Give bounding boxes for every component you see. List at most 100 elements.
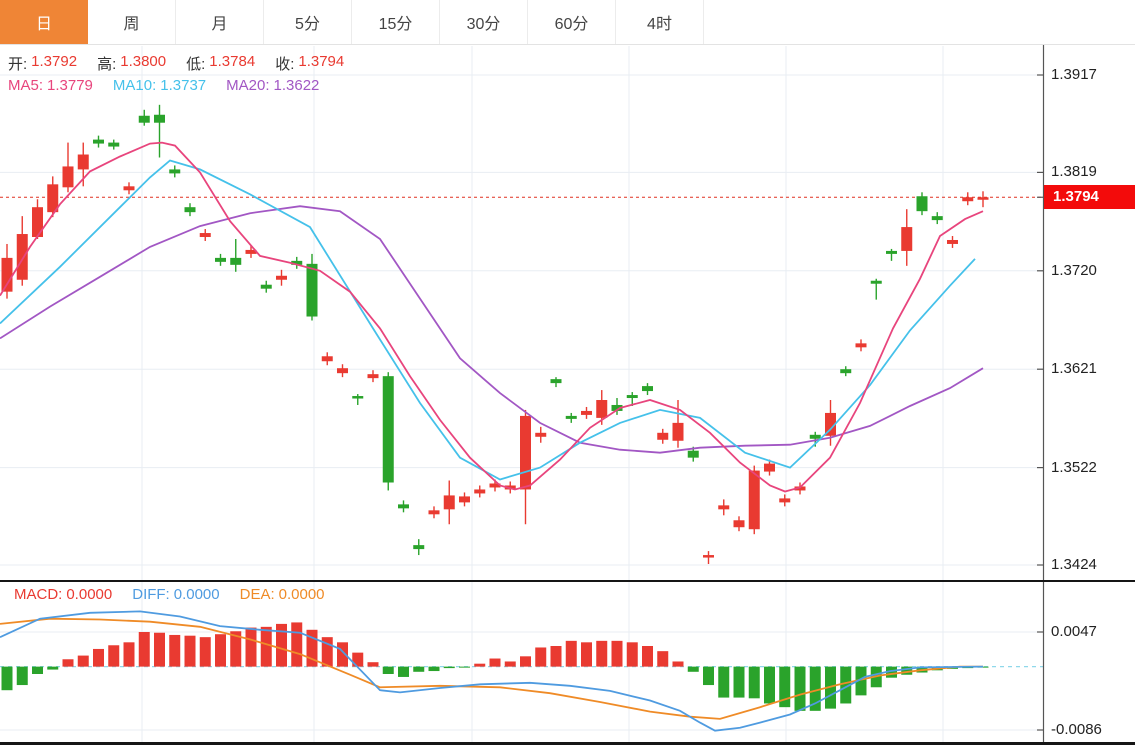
macd-bar	[764, 666, 775, 704]
tab-5分[interactable]: 5分	[264, 0, 352, 44]
macd-bar	[443, 666, 455, 669]
tab-15分[interactable]: 15分	[352, 0, 440, 44]
tab-60分[interactable]: 60分	[528, 0, 616, 44]
legend-label: 收:	[275, 56, 295, 73]
legend-label: MA5:	[8, 77, 44, 94]
candle-body	[596, 400, 608, 418]
legend-item: 低: 1.3784	[186, 53, 255, 74]
legend-value: 1.3784	[209, 53, 256, 70]
price-axis-label: 1.3621	[1051, 360, 1097, 378]
legend-label: 开:	[8, 56, 28, 73]
price-axis-label: 1.3819	[1051, 163, 1097, 181]
macd-bar	[657, 651, 669, 667]
candle-body	[825, 412, 836, 436]
candle-body	[962, 197, 974, 202]
candle-body	[199, 233, 211, 238]
diff-line	[0, 610, 984, 732]
candle-body	[489, 483, 501, 488]
candle-body	[77, 154, 89, 170]
macd-bar	[550, 646, 562, 667]
macd-bar	[733, 666, 745, 698]
macd-bar	[260, 626, 272, 667]
candle-body	[230, 257, 242, 265]
candle-body	[870, 280, 882, 284]
candle-body	[398, 504, 409, 509]
candle-body	[474, 489, 486, 494]
candle-body	[154, 114, 165, 123]
legend-item: MA5: 1.3779	[8, 77, 93, 94]
candle-body	[611, 404, 623, 411]
tab-月[interactable]: 月	[176, 0, 264, 44]
candle-body	[443, 495, 455, 510]
macd-bar	[565, 640, 577, 667]
macd-bar	[77, 655, 89, 667]
macd-bar	[489, 658, 501, 667]
candle-body	[657, 432, 669, 440]
legend-value: 1.3792	[31, 53, 78, 70]
candle-body	[840, 369, 852, 374]
legend-item: MA10: 1.3737	[113, 77, 206, 94]
candle-body	[337, 368, 348, 374]
candle-body	[367, 374, 379, 379]
macd-bar	[230, 631, 242, 667]
macd-bar	[596, 640, 608, 667]
candle-body	[581, 410, 592, 415]
legend-value: 1.3794	[298, 53, 345, 70]
legend-item: 开: 1.3792	[8, 53, 77, 74]
legend-item: MA20: 1.3622	[226, 77, 319, 94]
legend-label: MA20:	[226, 77, 270, 94]
legend-value: 0.0000	[173, 586, 220, 603]
macd-bar	[504, 661, 516, 667]
macd-bar	[32, 666, 43, 674]
macd-bar	[611, 640, 623, 667]
macd-bar	[520, 656, 531, 667]
macd-bar	[123, 642, 135, 667]
macd-bar	[718, 666, 730, 698]
candle-body	[32, 207, 43, 238]
candle-body	[855, 343, 867, 348]
price-axis-label: 1.3522	[1051, 458, 1097, 476]
legend-value: 1.3800	[120, 53, 167, 70]
tab-4时[interactable]: 4时	[616, 0, 704, 44]
macd-bar	[16, 666, 28, 686]
macd-bar	[794, 666, 806, 711]
candle-body	[779, 498, 791, 503]
macd-bar	[626, 642, 638, 667]
tab-30分[interactable]: 30分	[440, 0, 528, 44]
candle-body	[382, 376, 394, 483]
candle-body	[703, 555, 714, 558]
legend-item: 收: 1.3794	[275, 53, 344, 74]
macd-bar	[382, 666, 394, 674]
macd-bar	[886, 666, 897, 678]
legend-label: DIFF:	[132, 586, 170, 603]
macd-bar	[703, 666, 714, 686]
legend-label: 低:	[186, 56, 206, 73]
tab-日[interactable]: 日	[0, 0, 88, 44]
candle-body	[138, 115, 150, 123]
legend-label: MACD:	[14, 586, 63, 603]
macd-bar	[93, 648, 104, 667]
last-price-tag: 1.3794	[1044, 185, 1135, 210]
candle-body	[718, 505, 730, 510]
candle-body	[413, 545, 425, 550]
candle-body	[123, 186, 135, 191]
legend-value: 1.3622	[273, 77, 320, 94]
tab-周[interactable]: 周	[88, 0, 176, 44]
candle-body	[93, 139, 104, 144]
candle-body	[947, 239, 958, 244]
price-axis-label: 1.3424	[1051, 556, 1097, 573]
candle-body	[352, 396, 364, 399]
candle-body	[809, 434, 821, 439]
legend-value: 1.3779	[47, 77, 93, 94]
legend-value: 0.0000	[66, 586, 113, 603]
ma20-line	[0, 205, 984, 454]
legend-item: MACD: 0.0000	[14, 586, 112, 603]
panel-divider	[0, 580, 1135, 582]
candle-body	[642, 386, 653, 392]
ohlc-legend: 开: 1.3792 高: 1.3800 低: 1.3784 收: 1.3794	[8, 53, 344, 74]
legend-label: 高:	[97, 56, 117, 73]
candle-body	[626, 395, 638, 399]
candle-body	[291, 260, 303, 265]
macd-bar	[321, 637, 333, 667]
